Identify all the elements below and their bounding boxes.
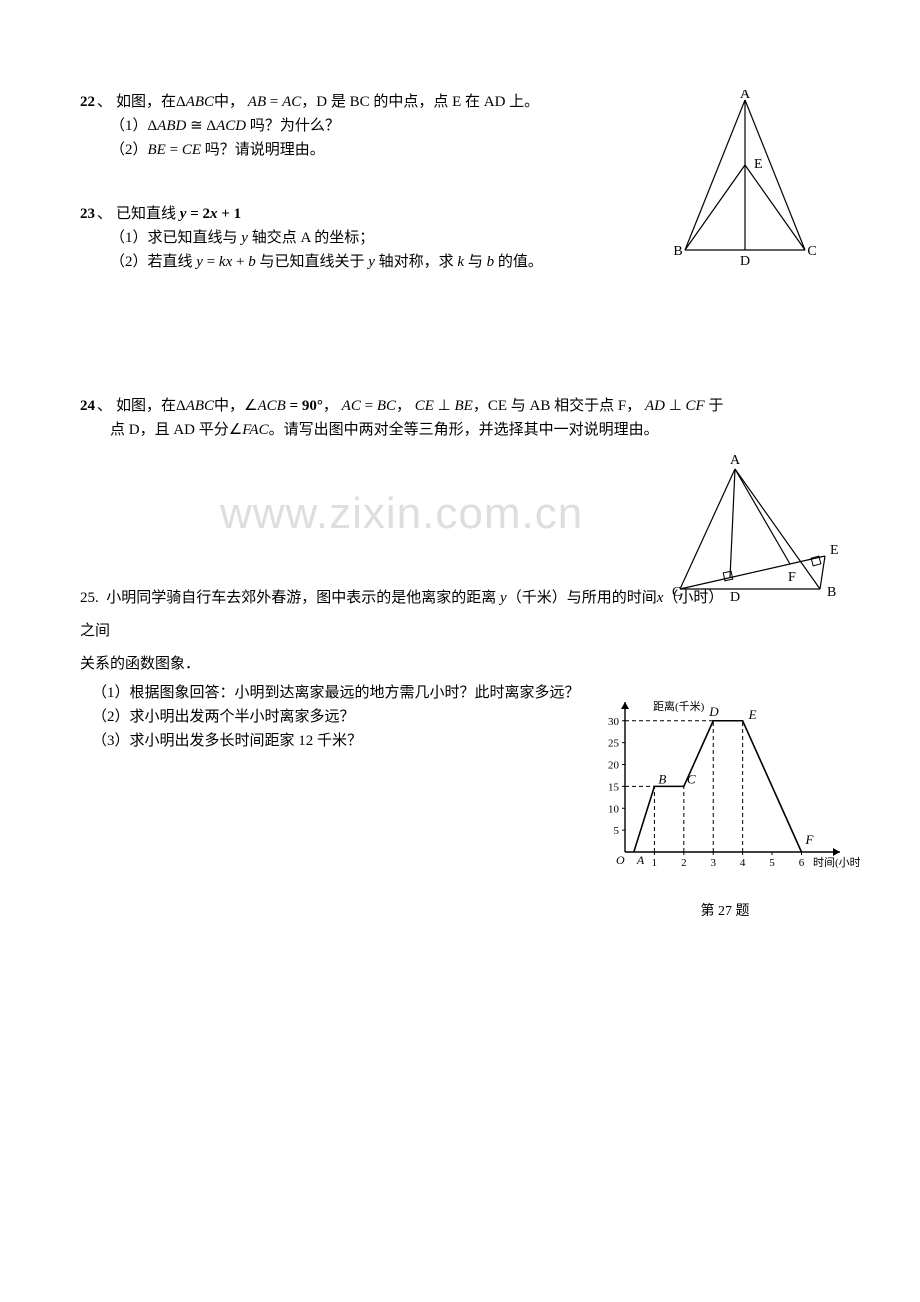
svg-text:3: 3 [710, 857, 716, 869]
problem-23: 23、 已知直线 y = 2x + 1 （1）求已知直线与 y 轴交点 A 的坐… [80, 202, 840, 274]
problem-25: 25. 小明同学骑自行车去郊外春游，图中表示的是他离家的距离 y（千米）与所用的… [80, 582, 840, 753]
problem-text: 已知直线 y = 2x + 1 [116, 202, 241, 226]
line-2: 关系的函数图象． [80, 648, 720, 681]
sub-1: （1）ΔABD ≅ ΔACD 吗？为什么？ [80, 114, 640, 138]
problem-number: 22 [80, 90, 95, 114]
problem-text: 如图，在ΔABC中， AB = AC，D 是 BC 的中点，点 E 在 AD 上… [116, 90, 539, 114]
svg-text:E: E [830, 543, 839, 558]
svg-text:1: 1 [652, 857, 658, 869]
svg-text:C: C [687, 771, 696, 786]
sub-1: （1）求已知直线与 y 轴交点 A 的坐标； [80, 226, 840, 250]
problem-24: www.zixin.com.cn 24、 如图，在ΔABC中，∠ACB = 90… [80, 394, 840, 442]
svg-text:F: F [804, 832, 814, 847]
svg-text:2: 2 [681, 857, 687, 869]
svg-text:6: 6 [799, 857, 805, 869]
problem-text: 25. 小明同学骑自行车去郊外春游，图中表示的是他离家的距离 y（千米）与所用的… [80, 582, 720, 648]
separator: 、 [97, 202, 112, 226]
problem-number: 23 [80, 202, 95, 226]
svg-text:5: 5 [614, 825, 620, 837]
svg-text:A: A [730, 454, 741, 468]
svg-text:4: 4 [740, 857, 746, 869]
svg-text:E: E [748, 707, 757, 722]
problem-22: 22、 如图，在ΔABC中， AB = AC，D 是 BC 的中点，点 E 在 … [80, 90, 840, 162]
problem-number: 24 [80, 394, 95, 418]
svg-text:A: A [740, 90, 751, 102]
svg-text:O: O [616, 853, 625, 867]
line-2: 点 D，且 AD 平分∠FAC。请写出图中两对全等三角形，并选择其中一对说明理由… [80, 418, 840, 442]
svg-text:E: E [754, 157, 763, 172]
separator: 、 [97, 394, 112, 418]
svg-text:20: 20 [608, 760, 620, 772]
svg-text:A: A [636, 853, 645, 867]
sub-1: （1）根据图象回答：小明到达离家最远的地方需几小时？此时离家多远？ [80, 681, 720, 705]
sub-2: （2）求小明出发两个半小时离家多远？ [80, 705, 720, 729]
sub-3: （3）求小明出发多长时间距家 12 千米？ [80, 729, 720, 753]
svg-text:5: 5 [769, 857, 775, 869]
svg-text:10: 10 [608, 803, 620, 815]
watermark: www.zixin.com.cn [220, 479, 583, 549]
separator: 、 [97, 90, 112, 114]
problem-text: 如图，在ΔABC中，∠ACB = 90°， AC = BC， CE ⊥ BE，C… [116, 394, 723, 418]
sub-2: （2）BE = CE 吗？请说明理由。 [80, 138, 640, 162]
sub-2: （2）若直线 y = kx + b 与已知直线关于 y 轴对称，求 k 与 b … [80, 250, 840, 274]
figure-caption: 第 27 题 [590, 901, 860, 923]
svg-text:15: 15 [608, 781, 620, 793]
svg-text:时间(小时): 时间(小时) [813, 856, 860, 869]
svg-text:B: B [658, 771, 666, 786]
